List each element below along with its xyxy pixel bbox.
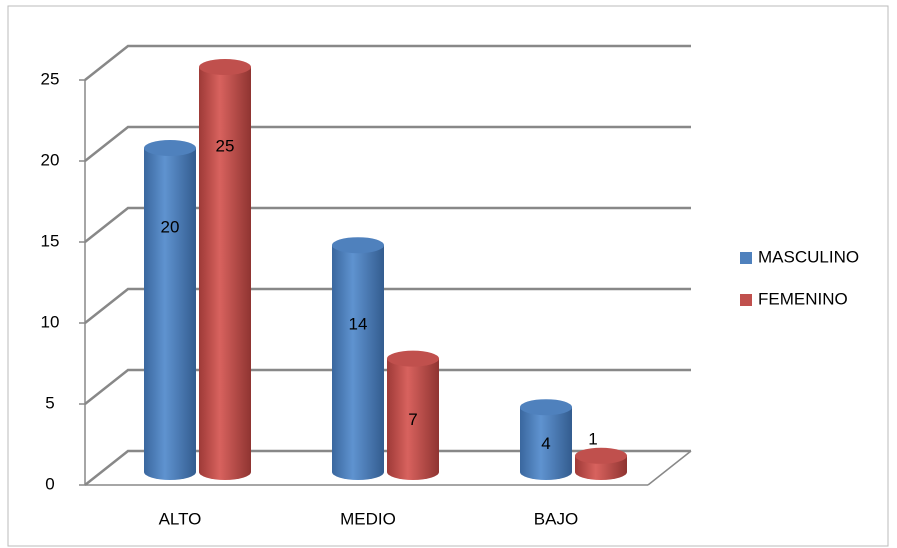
legend-label: MASCULINO xyxy=(758,247,859,266)
bar xyxy=(575,447,627,480)
x-tick-label: MEDIO xyxy=(340,509,396,528)
bar-body xyxy=(520,407,572,480)
bar-body xyxy=(199,67,251,480)
bar xyxy=(520,399,572,480)
bar-body xyxy=(332,245,384,480)
bar-body xyxy=(387,358,439,480)
data-label: 25 xyxy=(216,136,235,155)
data-label: 20 xyxy=(161,217,180,236)
bar-top xyxy=(144,140,196,156)
y-tick-label: 5 xyxy=(45,393,54,412)
bar-top xyxy=(199,59,251,75)
chart-border xyxy=(7,5,889,547)
y-tick-label: 15 xyxy=(41,231,60,250)
floor-right xyxy=(647,450,692,486)
data-label: 7 xyxy=(408,410,417,429)
grid-line xyxy=(84,44,691,81)
bar xyxy=(144,140,196,480)
bar-top xyxy=(520,399,572,416)
bar xyxy=(332,237,384,480)
y-tick-label: 20 xyxy=(41,150,60,169)
data-label: 4 xyxy=(541,434,550,453)
x-tick-label: ALTO xyxy=(159,509,202,528)
bar xyxy=(199,59,251,480)
grid-line xyxy=(84,206,691,243)
y-tick-label: 10 xyxy=(41,312,60,331)
x-tick-label: BAJO xyxy=(534,509,578,528)
bar-top xyxy=(387,350,439,367)
y-tick-label: 0 xyxy=(45,474,54,493)
grid-line xyxy=(84,125,691,162)
bar-body xyxy=(144,148,196,480)
grid-line xyxy=(84,287,691,324)
data-label: 14 xyxy=(349,315,368,334)
y-tick-label: 25 xyxy=(41,69,60,88)
legend-label: FEMENINO xyxy=(758,289,848,308)
data-label: 1 xyxy=(588,429,597,448)
grid-line xyxy=(84,368,691,405)
legend-swatch xyxy=(740,252,752,264)
legend-swatch xyxy=(740,294,752,306)
bar-top xyxy=(332,237,384,254)
grid-line xyxy=(84,449,691,486)
bar-top xyxy=(575,447,627,464)
bar xyxy=(387,350,439,480)
